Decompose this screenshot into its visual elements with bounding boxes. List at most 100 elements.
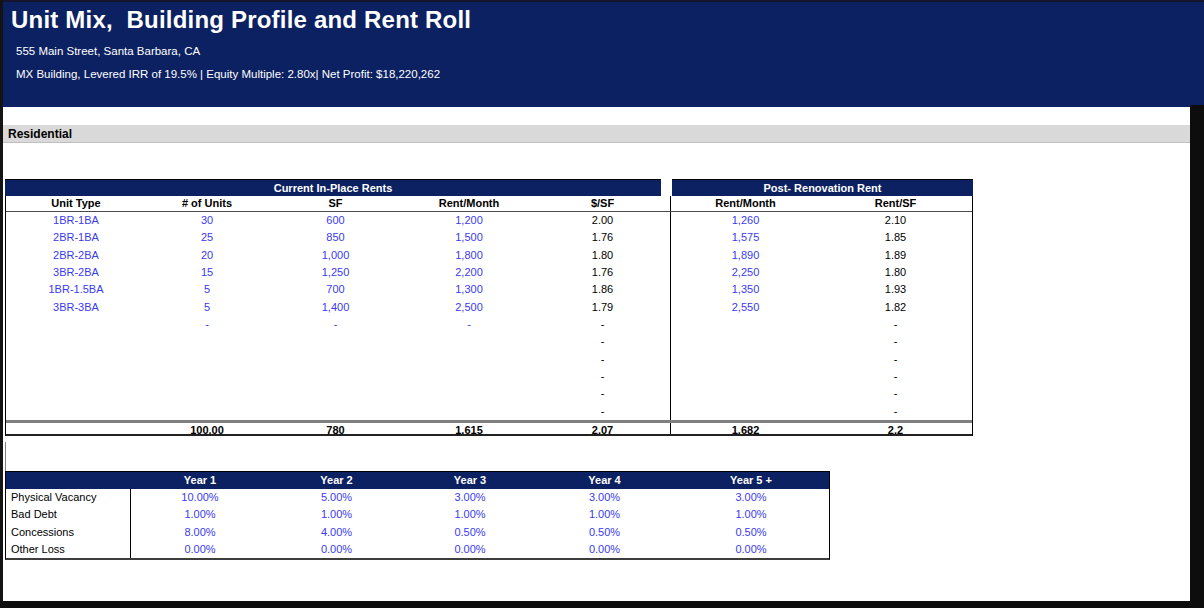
cell-rent-month[interactable]: - — [403, 316, 535, 333]
rent-roll-row: 2BR-1BA258501,5001.761,5751.85 — [6, 229, 972, 246]
loss-row-concessions: Concessions8.00%4.00%0.50%0.50%0.50% — [6, 524, 829, 541]
cell-sf[interactable]: - — [268, 316, 403, 333]
cell-bad-debt-year-1[interactable]: 1.00% — [131, 506, 269, 523]
column-header--sf: $/SF — [535, 196, 670, 211]
cell-unit-type[interactable]: 2BR-2BA — [6, 247, 146, 264]
cell-post-rent-month — [670, 316, 820, 333]
cell-physical-vacancy-year-4[interactable]: 3.00% — [536, 489, 673, 506]
cell-post-rent-sf: - — [820, 351, 971, 368]
cell-other-loss-year-2[interactable]: 0.00% — [269, 541, 404, 558]
loss-row-other-loss: Other Loss0.00%0.00%0.00%0.00%0.00% — [6, 541, 829, 558]
cell-sf[interactable]: 1,400 — [268, 299, 403, 316]
cell-rent-month[interactable]: 1,200 — [403, 212, 535, 229]
cell-sf[interactable]: 600 — [268, 212, 403, 229]
rent-roll-body: 1BR-1BA306001,2002.001,2602.102BR-1BA258… — [6, 212, 972, 420]
cell-units[interactable]: 30 — [146, 212, 268, 229]
total-post-rent-month: 1,682 — [670, 423, 820, 434]
cell-unit-type[interactable]: 3BR-2BA — [6, 264, 146, 281]
cell-post-rent-sf: 1.80 — [820, 264, 971, 281]
loss-assumptions-header-row: Year 1Year 2Year 3Year 4Year 5 + — [6, 472, 829, 489]
cell-rent-month[interactable]: 1,500 — [403, 229, 535, 246]
cell-physical-vacancy-year-3[interactable]: 3.00% — [404, 489, 536, 506]
cell-sf[interactable]: 1,000 — [268, 247, 403, 264]
cell-concessions-year-5[interactable]: 0.50% — [673, 524, 829, 541]
cell-post-rent-month[interactable]: 1,260 — [670, 212, 820, 229]
cell-rent-month[interactable]: 1,800 — [403, 247, 535, 264]
rent-roll-row: 3BR-2BA151,2502,2001.762,2501.80 — [6, 264, 972, 281]
page-border-bottom — [0, 601, 1204, 608]
cell-post-rent-month[interactable]: 1,890 — [670, 247, 820, 264]
cell-concessions-year-4[interactable]: 0.50% — [536, 524, 673, 541]
cell-physical-vacancy-year-1[interactable]: 10.00% — [131, 489, 269, 506]
cell-post-rent-sf: - — [820, 385, 971, 402]
loss-assumptions-body: Physical Vacancy10.00%5.00%3.00%3.00%3.0… — [6, 489, 829, 558]
cell-post-rent-month — [670, 351, 820, 368]
cell-post-rent-sf: - — [820, 403, 971, 420]
rent-roll-row: 3BR-3BA51,4002,5001.792,5501.82 — [6, 299, 972, 316]
cell-sf[interactable]: 1,250 — [268, 264, 403, 281]
cell-per-sf: 1.86 — [535, 281, 670, 298]
cell-concessions-year-3[interactable]: 0.50% — [404, 524, 536, 541]
cell-concessions-year-2[interactable]: 4.00% — [269, 524, 404, 541]
cell-units[interactable]: 15 — [146, 264, 268, 281]
cell-units[interactable]: 25 — [146, 229, 268, 246]
cell-units[interactable]: 20 — [146, 247, 268, 264]
cell-per-sf: - — [535, 316, 670, 333]
column-header-year-4: Year 4 — [536, 472, 673, 489]
cell-rent-month[interactable]: 1,300 — [403, 281, 535, 298]
cell-post-rent-month[interactable]: 1,350 — [670, 281, 820, 298]
cell-per-sf: 1.76 — [535, 229, 670, 246]
rent-roll-table: Unit Type# of UnitsSFRent/Month$/SFRent/… — [5, 196, 973, 436]
page-border-top — [0, 0, 1204, 2]
cell-bad-debt-year-3[interactable]: 1.00% — [404, 506, 536, 523]
page-border-right — [1190, 105, 1204, 608]
cell-other-loss-year-4[interactable]: 0.00% — [536, 541, 673, 558]
cell-bad-debt-year-2[interactable]: 1.00% — [269, 506, 404, 523]
cell-post-rent-month — [670, 368, 820, 385]
cell-post-rent-month[interactable]: 2,550 — [670, 299, 820, 316]
cell-post-rent-month[interactable]: 2,250 — [670, 264, 820, 281]
rent-roll-row: -- — [6, 351, 972, 368]
cell-bad-debt-year-5[interactable]: 1.00% — [673, 506, 829, 523]
loss-row-label: Other Loss — [6, 541, 131, 558]
total-per-sf: 2.07 — [535, 423, 670, 434]
cell-per-sf: 1.76 — [535, 264, 670, 281]
loss-row-physical-vacancy: Physical Vacancy10.00%5.00%3.00%3.00%3.0… — [6, 489, 829, 506]
cell-units — [146, 333, 268, 350]
cell-other-loss-year-1[interactable]: 0.00% — [131, 541, 269, 558]
cell-rent-month[interactable]: 2,200 — [403, 264, 535, 281]
group-header-post-renovation-rent: Post- Renovation Rent — [672, 179, 973, 196]
cell-rent-month — [403, 385, 535, 402]
cell-unit-type[interactable]: 3BR-3BA — [6, 299, 146, 316]
cell-sf[interactable]: 850 — [268, 229, 403, 246]
cell-physical-vacancy-year-2[interactable]: 5.00% — [269, 489, 404, 506]
header-banner: Unit Mix, Building Profile and Rent Roll… — [0, 0, 1204, 107]
group-header-current-in-place-rents: Current In-Place Rents — [5, 179, 661, 196]
cell-sf — [268, 368, 403, 385]
cell-units[interactable]: 5 — [146, 281, 268, 298]
column-header-year-2: Year 2 — [269, 472, 404, 489]
cell-post-rent-month[interactable]: 1,575 — [670, 229, 820, 246]
total-post-rent-sf: 2.2 — [820, 423, 971, 434]
cell-units — [146, 351, 268, 368]
page-border-left — [0, 0, 3, 608]
loss-row-label: Concessions — [6, 524, 131, 541]
cell-units[interactable]: 5 — [146, 299, 268, 316]
cell-concessions-year-1[interactable]: 8.00% — [131, 524, 269, 541]
cell-unit-type[interactable]: 1BR-1BA — [6, 212, 146, 229]
cell-unit-type[interactable]: 1BR-1.5BA — [6, 281, 146, 298]
cell-rent-month[interactable]: 2,500 — [403, 299, 535, 316]
cell-per-sf: - — [535, 403, 670, 420]
cell-other-loss-year-3[interactable]: 0.00% — [404, 541, 536, 558]
cell-other-loss-year-5[interactable]: 0.00% — [673, 541, 829, 558]
cell-bad-debt-year-4[interactable]: 1.00% — [536, 506, 673, 523]
section-label-residential: Residential — [3, 125, 1190, 143]
rent-roll-row: -- — [6, 368, 972, 385]
cell-post-rent-sf: 1.82 — [820, 299, 971, 316]
column-header-year-1: Year 1 — [131, 472, 269, 489]
cell-unit-type[interactable]: 2BR-1BA — [6, 229, 146, 246]
cell-sf — [268, 351, 403, 368]
cell-physical-vacancy-year-5[interactable]: 3.00% — [673, 489, 829, 506]
cell-units[interactable]: - — [146, 316, 268, 333]
cell-sf[interactable]: 700 — [268, 281, 403, 298]
